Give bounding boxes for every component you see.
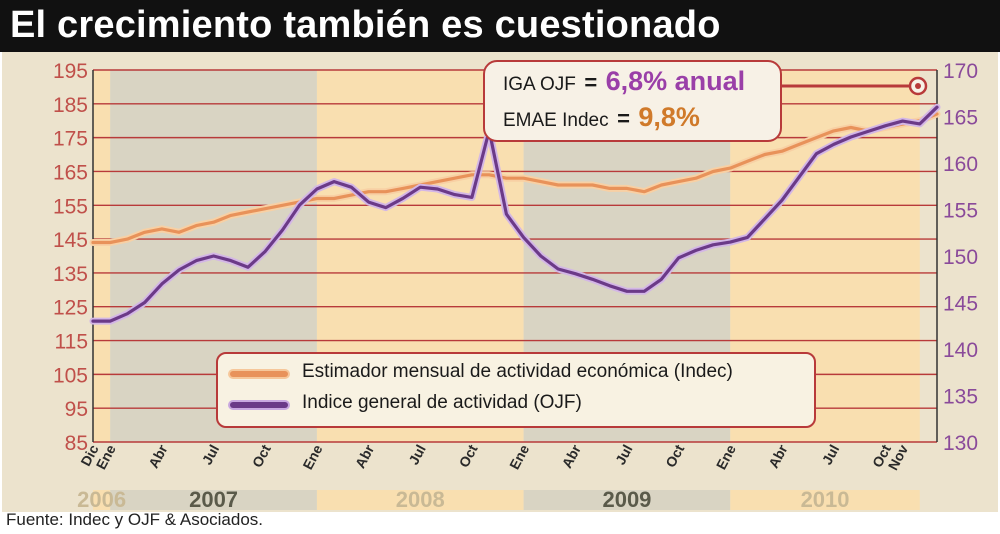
source-note: Fuente: Indec y OJF & Asociados.: [6, 510, 264, 529]
callout-iga-equals: =: [584, 70, 598, 95]
x-tick-abr-28: Abr: [558, 441, 584, 470]
callout-emae-equals: =: [617, 106, 630, 131]
right-axis-ticks: 170 165 160 155 150 145 140 135 130: [943, 60, 978, 455]
x-tick-ene-37: Ene: [713, 442, 739, 472]
end-marker: [780, 76, 928, 96]
callout-emae-value: 9,8%: [638, 102, 700, 132]
left-tick-195: 195: [53, 60, 88, 83]
year-label-2007: 2007: [189, 487, 238, 512]
grid-lines: [92, 69, 938, 443]
right-tick-155: 155: [943, 200, 978, 223]
title-bar: El crecimiento también es cuestionado: [0, 0, 1000, 52]
year-label-band-2008: [316, 490, 524, 510]
legend-item-iga: Indice general de actividad (OJF): [228, 390, 808, 420]
right-tick-160: 160: [943, 153, 978, 176]
x-tick-nov-47: Nov: [885, 442, 912, 473]
left-tick-165: 165: [53, 161, 88, 184]
right-tick-135: 135: [943, 386, 978, 409]
left-tick-175: 175: [53, 128, 88, 151]
right-tick-140: 140: [943, 339, 978, 362]
callout-iga-row: IGA OJF = 6,8% anual: [503, 66, 745, 97]
year-label-band-2006: [93, 490, 111, 510]
callout-emae-row: EMAE Indec = 9,8%: [503, 102, 700, 133]
x-tick-jul-7: Jul: [199, 442, 223, 467]
x-tick-oct-22: Oct: [456, 442, 481, 470]
x-tick-jul-31: Jul: [612, 442, 636, 467]
left-tick-85: 85: [65, 432, 88, 455]
year-label-band-2007: [110, 490, 317, 510]
left-tick-145: 145: [53, 229, 88, 252]
series-line-emae: [91, 112, 939, 245]
right-tick-150: 150: [943, 246, 978, 269]
left-tick-95: 95: [65, 398, 88, 421]
year-label-band-2009: [523, 490, 731, 510]
left-tick-115: 115: [55, 331, 88, 354]
series-line-iga: [91, 105, 939, 323]
right-tick-130: 130: [943, 432, 978, 455]
right-tick-170: 170: [943, 60, 978, 83]
legend-swatch-emae: [230, 371, 288, 377]
left-axis-ticks: 195 185 175 165 155 145 135 125 115 105 95 85: [53, 60, 88, 455]
series-lines: [89, 103, 941, 325]
legend-label-emae: Estimador mensual de actividad económica…: [302, 361, 733, 382]
x-tick-jul-43: Jul: [819, 442, 843, 467]
x-tick-ene-1: Ene: [93, 442, 119, 472]
x-tick-abr-40: Abr: [765, 441, 791, 470]
x-tick-ene-13: Ene: [299, 442, 325, 472]
callout-iga-label: IGA OJF: [503, 74, 576, 95]
legend-swatch-iga: [230, 402, 288, 408]
year-label-band-2010: [730, 490, 920, 510]
callout-marker-dot: [915, 83, 921, 89]
left-tick-125: 125: [53, 297, 88, 320]
callout-emae-label: EMAE Indec: [503, 110, 609, 131]
left-tick-155: 155: [53, 195, 88, 218]
year-label-2010: 2010: [801, 487, 850, 512]
growth-callout: IGA OJF = 6,8% anual EMAE Indec = 9,8%: [483, 60, 782, 142]
right-tick-145: 145: [943, 293, 978, 316]
year-label-2006: 2006: [77, 487, 126, 512]
year-label-2008: 2008: [396, 487, 445, 512]
year-labels: 2006 2007 2008 2009 2010: [77, 487, 849, 512]
legend: Estimador mensual de actividad económica…: [216, 352, 816, 428]
right-tick-165: 165: [943, 107, 978, 130]
left-tick-135: 135: [53, 263, 88, 286]
x-tick-oct-10: Oct: [249, 442, 274, 470]
x-tick-oct-34: Oct: [662, 442, 687, 470]
chart-title: El crecimiento también es cuestionado: [10, 4, 721, 46]
x-tick-abr-4: Abr: [145, 441, 171, 470]
x-tick-ene-25: Ene: [506, 442, 532, 472]
legend-item-emae: Estimador mensual de actividad económica…: [228, 359, 808, 389]
legend-label-iga: Indice general de actividad (OJF): [302, 392, 582, 413]
year-label-2009: 2009: [602, 487, 651, 512]
year-band-2006: [93, 70, 111, 442]
x-tick-jul-19: Jul: [405, 442, 429, 467]
left-tick-185: 185: [53, 94, 88, 117]
x-tick-abr-16: Abr: [352, 441, 378, 470]
callout-iga-value: 6,8% anual: [605, 66, 746, 96]
left-tick-105: 105: [53, 364, 88, 387]
